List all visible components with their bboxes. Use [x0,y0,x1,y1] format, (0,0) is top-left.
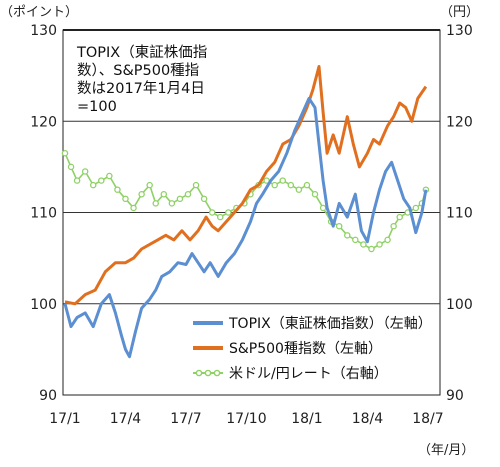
usdjpy-point [390,222,397,230]
legend-swatch-usdjpy-marker-2 [204,369,212,377]
usdjpy-point [67,163,75,171]
usdjpy-point [225,209,232,216]
usdjpy-point [184,190,192,198]
usdjpy-point [303,181,311,189]
legend-label-topix: TOPIX（東証株価指数）（左軸） [228,316,432,332]
legend: TOPIX（東証株価指数）（左軸） S&P500種指数（左軸） 米ドル/円レート… [193,316,432,382]
usdjpy-point [311,190,319,198]
right-tick-label: 120 [446,114,473,130]
usdjpy-point [138,190,145,198]
usdjpy-point [122,195,129,203]
series-line-sp500 [64,65,428,306]
x-tick-label: 17/7 [170,411,201,427]
usdjpy-point [106,172,113,180]
usdjpy-point [319,204,327,212]
left-tick-label: 100 [30,297,57,313]
usdjpy-point [352,236,359,244]
usdjpy-point [61,149,69,157]
usdjpy-point [200,195,208,203]
usdjpy-point [396,213,403,221]
usdjpy-point [208,209,216,216]
usdjpy-point [168,200,176,207]
legend-swatch-usdjpy-marker-1 [195,369,203,377]
usdjpy-point [384,236,391,244]
usdjpy-point [81,168,89,175]
usdjpy-point [114,186,121,193]
legend-label-usdjpy: 米ドル/円レート（右軸） [229,366,388,382]
right-tick-label: 90 [446,388,464,404]
usdjpy-point [98,177,105,184]
usdjpy-point [376,241,383,248]
x-tick-label: 17/1 [49,411,80,427]
usdjpy-point [368,245,375,253]
usdjpy-point [192,181,200,189]
usdjpy-point [176,195,184,203]
annotation-line-4: =100 [77,99,117,115]
left-axis-unit: （ポイント） [0,5,78,20]
right-tick-label: 110 [446,206,473,222]
annotation: TOPIX（東証株価指 数）、S&P500種指 数は2017年1月4日 =100 [76,44,207,115]
series-layer [61,65,430,359]
left-tick-label: 130 [30,23,57,39]
usdjpy-point [335,222,343,230]
grid-lines [63,29,440,305]
usdjpy-point [146,181,153,189]
right-axis-ticks: 90 100 110 120 130 [446,23,473,404]
usdjpy-point [160,190,168,198]
annotation-line-1: TOPIX（東証株価指 [76,44,207,61]
series-line-topix [63,96,428,359]
legend-swatch-usdjpy-marker-3 [213,369,221,377]
usdjpy-point [130,204,137,212]
x-tick-label: 18/7 [412,411,443,427]
left-tick-label: 90 [39,388,57,404]
usdjpy-point [271,181,278,189]
usdjpy-point [89,181,97,189]
right-tick-label: 100 [446,297,473,313]
x-tick-label: 18/4 [352,411,384,427]
left-axis-ticks: 90 100 110 120 130 [30,23,57,404]
usdjpy-point [295,186,303,193]
left-tick-label: 120 [30,114,57,130]
usdjpy-point [279,177,287,184]
annotation-line-2: 数）、S&P500種指 [77,62,199,79]
usdjpy-point [287,181,295,189]
x-tick-label: 18/1 [291,411,322,427]
usdjpy-point [412,204,420,212]
right-axis-unit: （円） [440,5,479,20]
usdjpy-point [152,200,159,207]
legend-label-sp500: S&P500種指数（左軸） [229,341,382,357]
usdjpy-point [216,213,224,221]
right-tick-label: 130 [446,23,473,39]
x-axis-unit: （年/月） [418,443,474,458]
usdjpy-point [73,177,81,184]
left-tick-label: 110 [30,206,57,222]
x-tick-label: 17/10 [226,411,266,427]
annotation-line-3: 数は2017年1月4日 [77,80,205,97]
usdjpy-point [360,241,367,248]
usdjpy-point [344,232,351,239]
x-axis-ticks: 17/1 17/4 17/7 17/10 18/1 18/4 18/7 [49,411,443,427]
x-tick-label: 17/4 [110,411,142,427]
